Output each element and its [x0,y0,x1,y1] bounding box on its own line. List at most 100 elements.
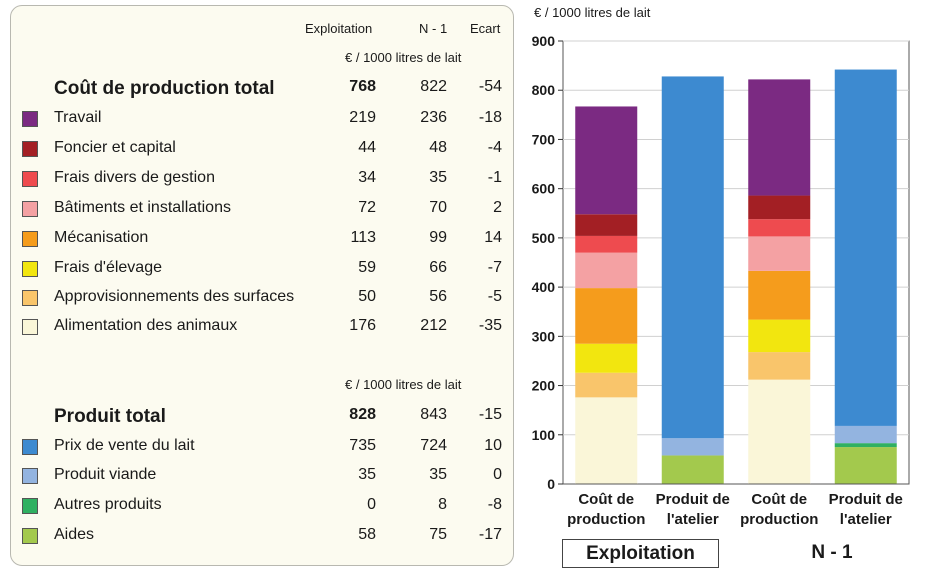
legend-swatch-prix-lait [22,439,38,455]
bar-segment [575,372,638,398]
row-label-autres-produits: Autres produits [54,496,162,513]
row-value-ecart: 14 [484,229,502,246]
legend-swatch-travail [22,111,38,127]
row-value-ecart: -35 [478,317,502,334]
bar-segment [834,69,897,426]
row-value-exploitation: 58 [358,526,376,543]
row-value-n-1: 212 [420,317,447,334]
bar-segment [748,195,811,220]
row-value-ecart: -1 [487,169,502,186]
bar-segment [575,252,638,289]
bar-segment [661,438,724,456]
x-tick-label: Produit de [656,491,730,508]
x-tick-label: production [740,511,818,528]
row-value-ecart: -5 [487,288,502,305]
cost-total-n-1: 822 [420,78,447,95]
row-label-approvisionnements: Approvisionnements des surfaces [54,288,295,305]
col-header-exploitation: Exploitation [305,21,373,36]
row-value-n-1: 56 [429,288,447,305]
bar-segment [575,343,638,373]
row-value-exploitation: 35 [358,466,376,483]
cost-total-label: Coût de production total [54,78,275,99]
y-tick-label: 900 [532,33,556,49]
cost-total-ecart: -54 [478,78,502,95]
cost-table-panel [10,5,514,566]
bar-segment [748,319,811,353]
bar-segment [575,214,638,236]
bar-segment [748,236,811,271]
product-total-exploitation: 828 [349,406,376,423]
bar-segment [748,352,811,380]
row-value-n-1: 70 [429,199,447,216]
y-tick-label: 700 [532,131,556,147]
legend-swatch-approvisionnements [22,290,38,306]
row-value-n-1: 8 [438,496,447,513]
y-tick-label: 200 [532,378,556,394]
row-label-travail: Travail [54,109,102,126]
legend-swatch-foncier [22,141,38,157]
legend-swatch-frais-divers [22,171,38,187]
row-value-exploitation: 113 [350,229,376,246]
x-tick-label: l'atelier [667,511,719,528]
legend-swatch-autres-produits [22,498,38,514]
cost-total-exploitation: 768 [349,78,376,95]
row-value-ecart: -4 [487,139,502,156]
row-value-n-1: 35 [429,169,447,186]
row-label-prix-lait: Prix de vente du lait [54,437,195,454]
row-label-frais-elevage: Frais d'élevage [54,259,162,276]
x-tick-label: l'atelier [840,511,892,528]
bar-segment [834,425,897,444]
bar-segment [834,443,897,448]
legend-swatch-alimentation [22,319,38,335]
y-tick-label: 300 [532,328,556,344]
legend-swatch-produit-viande [22,468,38,484]
row-value-n-1: 99 [429,229,447,246]
group-label-n-1: N - 1 [811,542,853,563]
legend-swatch-batiments [22,201,38,217]
bar-segment [661,76,724,439]
bar-segment [748,379,811,484]
y-tick-label: 600 [532,181,556,197]
row-value-ecart: 2 [493,199,502,216]
unit-label-top: € / 1000 litres de lait [345,50,462,65]
bar-segment [834,447,897,484]
y-tick-label: 500 [532,230,556,246]
chart-y-axis-label: € / 1000 litres de lait [534,5,651,20]
bar-segment [748,270,811,320]
row-label-foncier: Foncier et capital [54,139,176,156]
row-value-exploitation: 176 [349,317,376,334]
bar-segment [661,455,724,484]
row-label-produit-viande: Produit viande [54,466,157,483]
row-value-exploitation: 34 [358,169,376,186]
y-tick-label: 800 [532,82,556,98]
row-value-exploitation: 219 [349,109,376,126]
col-header-n-1: N - 1 [419,21,448,36]
row-value-n-1: 724 [420,437,447,454]
bar-segment [748,219,811,237]
row-value-n-1: 48 [429,139,447,156]
row-value-ecart: -18 [478,109,502,126]
row-value-n-1: 236 [420,109,447,126]
bar-segment [575,288,638,344]
row-label-mecanisation: Mécanisation [54,229,149,246]
y-tick-label: 100 [532,427,556,443]
row-value-exploitation: 0 [367,496,376,513]
row-label-aides: Aides [54,526,95,543]
x-tick-label: Coût de [578,491,634,508]
x-tick-label: Coût de [751,491,807,508]
row-value-n-1: 66 [429,259,447,276]
row-value-exploitation: 735 [349,437,376,454]
row-label-batiments: Bâtiments et installations [54,199,231,216]
col-header-ecart: Ecart [470,21,501,36]
row-value-exploitation: 50 [358,288,376,305]
row-value-ecart: -7 [487,259,502,276]
row-value-n-1: 35 [429,466,447,483]
row-value-exploitation: 44 [358,139,376,156]
bar-segment [575,235,638,253]
legend-swatch-aides [22,528,38,544]
legend-swatch-frais-elevage [22,261,38,277]
product-total-label: Produit total [54,406,166,427]
y-tick-label: 0 [547,476,555,492]
row-value-exploitation: 59 [358,259,376,276]
